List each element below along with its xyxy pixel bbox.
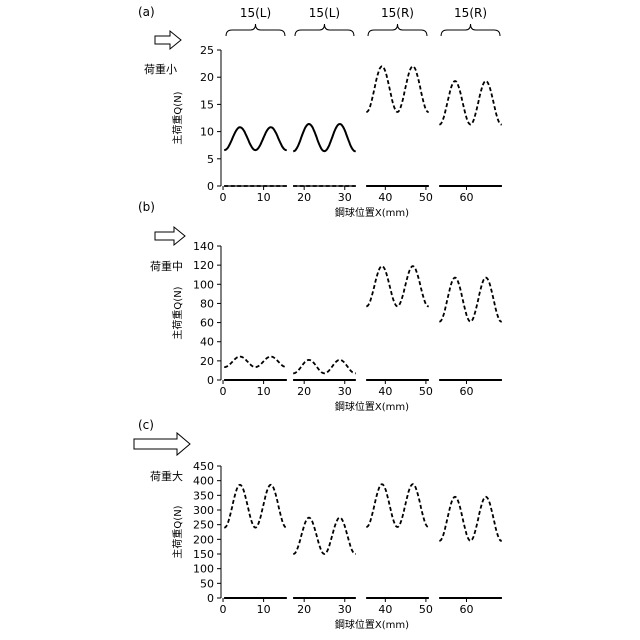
x-tick-label: 50 — [419, 603, 433, 616]
x-tick-label: 0 — [220, 603, 227, 616]
group-brace — [226, 24, 285, 36]
group-label: 15(R) — [381, 6, 414, 20]
x-tick-label: 20 — [297, 385, 311, 398]
x-axis-label: 鋼球位置X(mm) — [335, 400, 409, 413]
chart-panel: (b) 荷重中 0 20 40 60 80 100 120 140 主荷重Q(N) 0 10 20 30 40… — [138, 200, 502, 413]
y-tick-label: 20 — [200, 71, 214, 84]
y-tick-label: 20 — [200, 355, 214, 368]
series-dashed-line — [293, 518, 356, 554]
load-arrow-icon — [155, 31, 181, 49]
y-tick-label: 15 — [200, 98, 214, 111]
y-tick-label: 250 — [193, 519, 214, 532]
panel-label: (c) — [138, 418, 154, 432]
x-tick-label: 20 — [297, 603, 311, 616]
x-tick-label: 10 — [257, 191, 271, 204]
x-tick-label: 40 — [378, 385, 392, 398]
y-tick-label: 400 — [193, 475, 214, 488]
x-tick-label: 30 — [338, 191, 352, 204]
load-arrow-icon — [134, 433, 190, 455]
series-dashed-line — [366, 66, 428, 112]
y-tick-label: 60 — [200, 317, 214, 330]
y-tick-label: 350 — [193, 489, 214, 502]
chart-panel: (a) 荷重小 0 5 10 15 20 25 主荷重Q(N) 0 10 20 30 40 50 60 鋼球位置… — [138, 5, 502, 219]
y-axis-label: 主荷重Q(N) — [171, 91, 184, 144]
x-tick-label: 30 — [338, 385, 352, 398]
x-tick-label: 0 — [220, 385, 227, 398]
y-tick-label: 150 — [193, 548, 214, 561]
x-tick-label: 60 — [459, 385, 473, 398]
y-tick-label: 100 — [193, 278, 214, 291]
x-tick-label: 60 — [459, 603, 473, 616]
y-axis-label: 主荷重Q(N) — [171, 505, 184, 558]
y-tick-label: 10 — [200, 126, 214, 139]
x-axis-label: 鋼球位置X(mm) — [335, 206, 409, 219]
y-tick-label: 300 — [193, 504, 214, 517]
y-tick-label: 120 — [193, 259, 214, 272]
group-brace — [295, 24, 354, 36]
y-axis-label: 主荷重Q(N) — [171, 286, 184, 339]
load-arrow-icon — [155, 227, 185, 245]
series-dashed-line — [293, 360, 356, 373]
group-brace — [368, 24, 427, 36]
series-solid-line — [224, 127, 287, 150]
load-label: 荷重小 — [144, 62, 177, 76]
x-tick-label: 10 — [257, 603, 271, 616]
load-label: 荷重大 — [150, 469, 183, 483]
y-tick-label: 80 — [200, 297, 214, 310]
panel-label: (b) — [138, 200, 155, 214]
y-tick-label: 140 — [193, 240, 214, 253]
series-dashed-line — [224, 485, 287, 528]
series-dashed-line — [439, 278, 502, 322]
x-tick-label: 60 — [459, 191, 473, 204]
group-label: 15(R) — [454, 6, 487, 20]
x-tick-label: 40 — [378, 603, 392, 616]
y-tick-label: 450 — [193, 460, 214, 473]
y-tick-label: 50 — [200, 577, 214, 590]
x-tick-label: 40 — [378, 191, 392, 204]
x-axis-label: 鋼球位置X(mm) — [335, 618, 409, 631]
x-tick-label: 50 — [419, 385, 433, 398]
group-label: 15(L) — [309, 6, 340, 20]
x-tick-label: 20 — [297, 191, 311, 204]
y-tick-label: 200 — [193, 533, 214, 546]
group-label: 15(L) — [240, 6, 271, 20]
series-dashed-line — [439, 497, 502, 541]
y-tick-label: 0 — [207, 374, 214, 387]
y-tick-label: 40 — [200, 336, 214, 349]
x-tick-label: 30 — [338, 603, 352, 616]
load-label: 荷重中 — [150, 259, 183, 273]
series-dashed-line — [439, 81, 502, 125]
series-solid-line — [293, 124, 356, 151]
group-brace — [441, 24, 500, 36]
y-tick-label: 0 — [207, 180, 214, 193]
panel-label: (a) — [138, 5, 155, 19]
chart-panel: (c)荷重大050100150200250300350400450主荷重Q(N)… — [134, 418, 502, 631]
y-tick-label: 25 — [200, 44, 214, 57]
y-tick-label: 100 — [193, 563, 214, 576]
y-tick-label: 0 — [207, 592, 214, 605]
series-dashed-line — [224, 357, 287, 368]
series-dashed-line — [366, 266, 428, 306]
series-dashed-line — [366, 484, 428, 527]
y-tick-label: 5 — [207, 153, 214, 166]
x-tick-label: 10 — [257, 385, 271, 398]
x-tick-label: 0 — [220, 191, 227, 204]
x-tick-label: 50 — [419, 191, 433, 204]
